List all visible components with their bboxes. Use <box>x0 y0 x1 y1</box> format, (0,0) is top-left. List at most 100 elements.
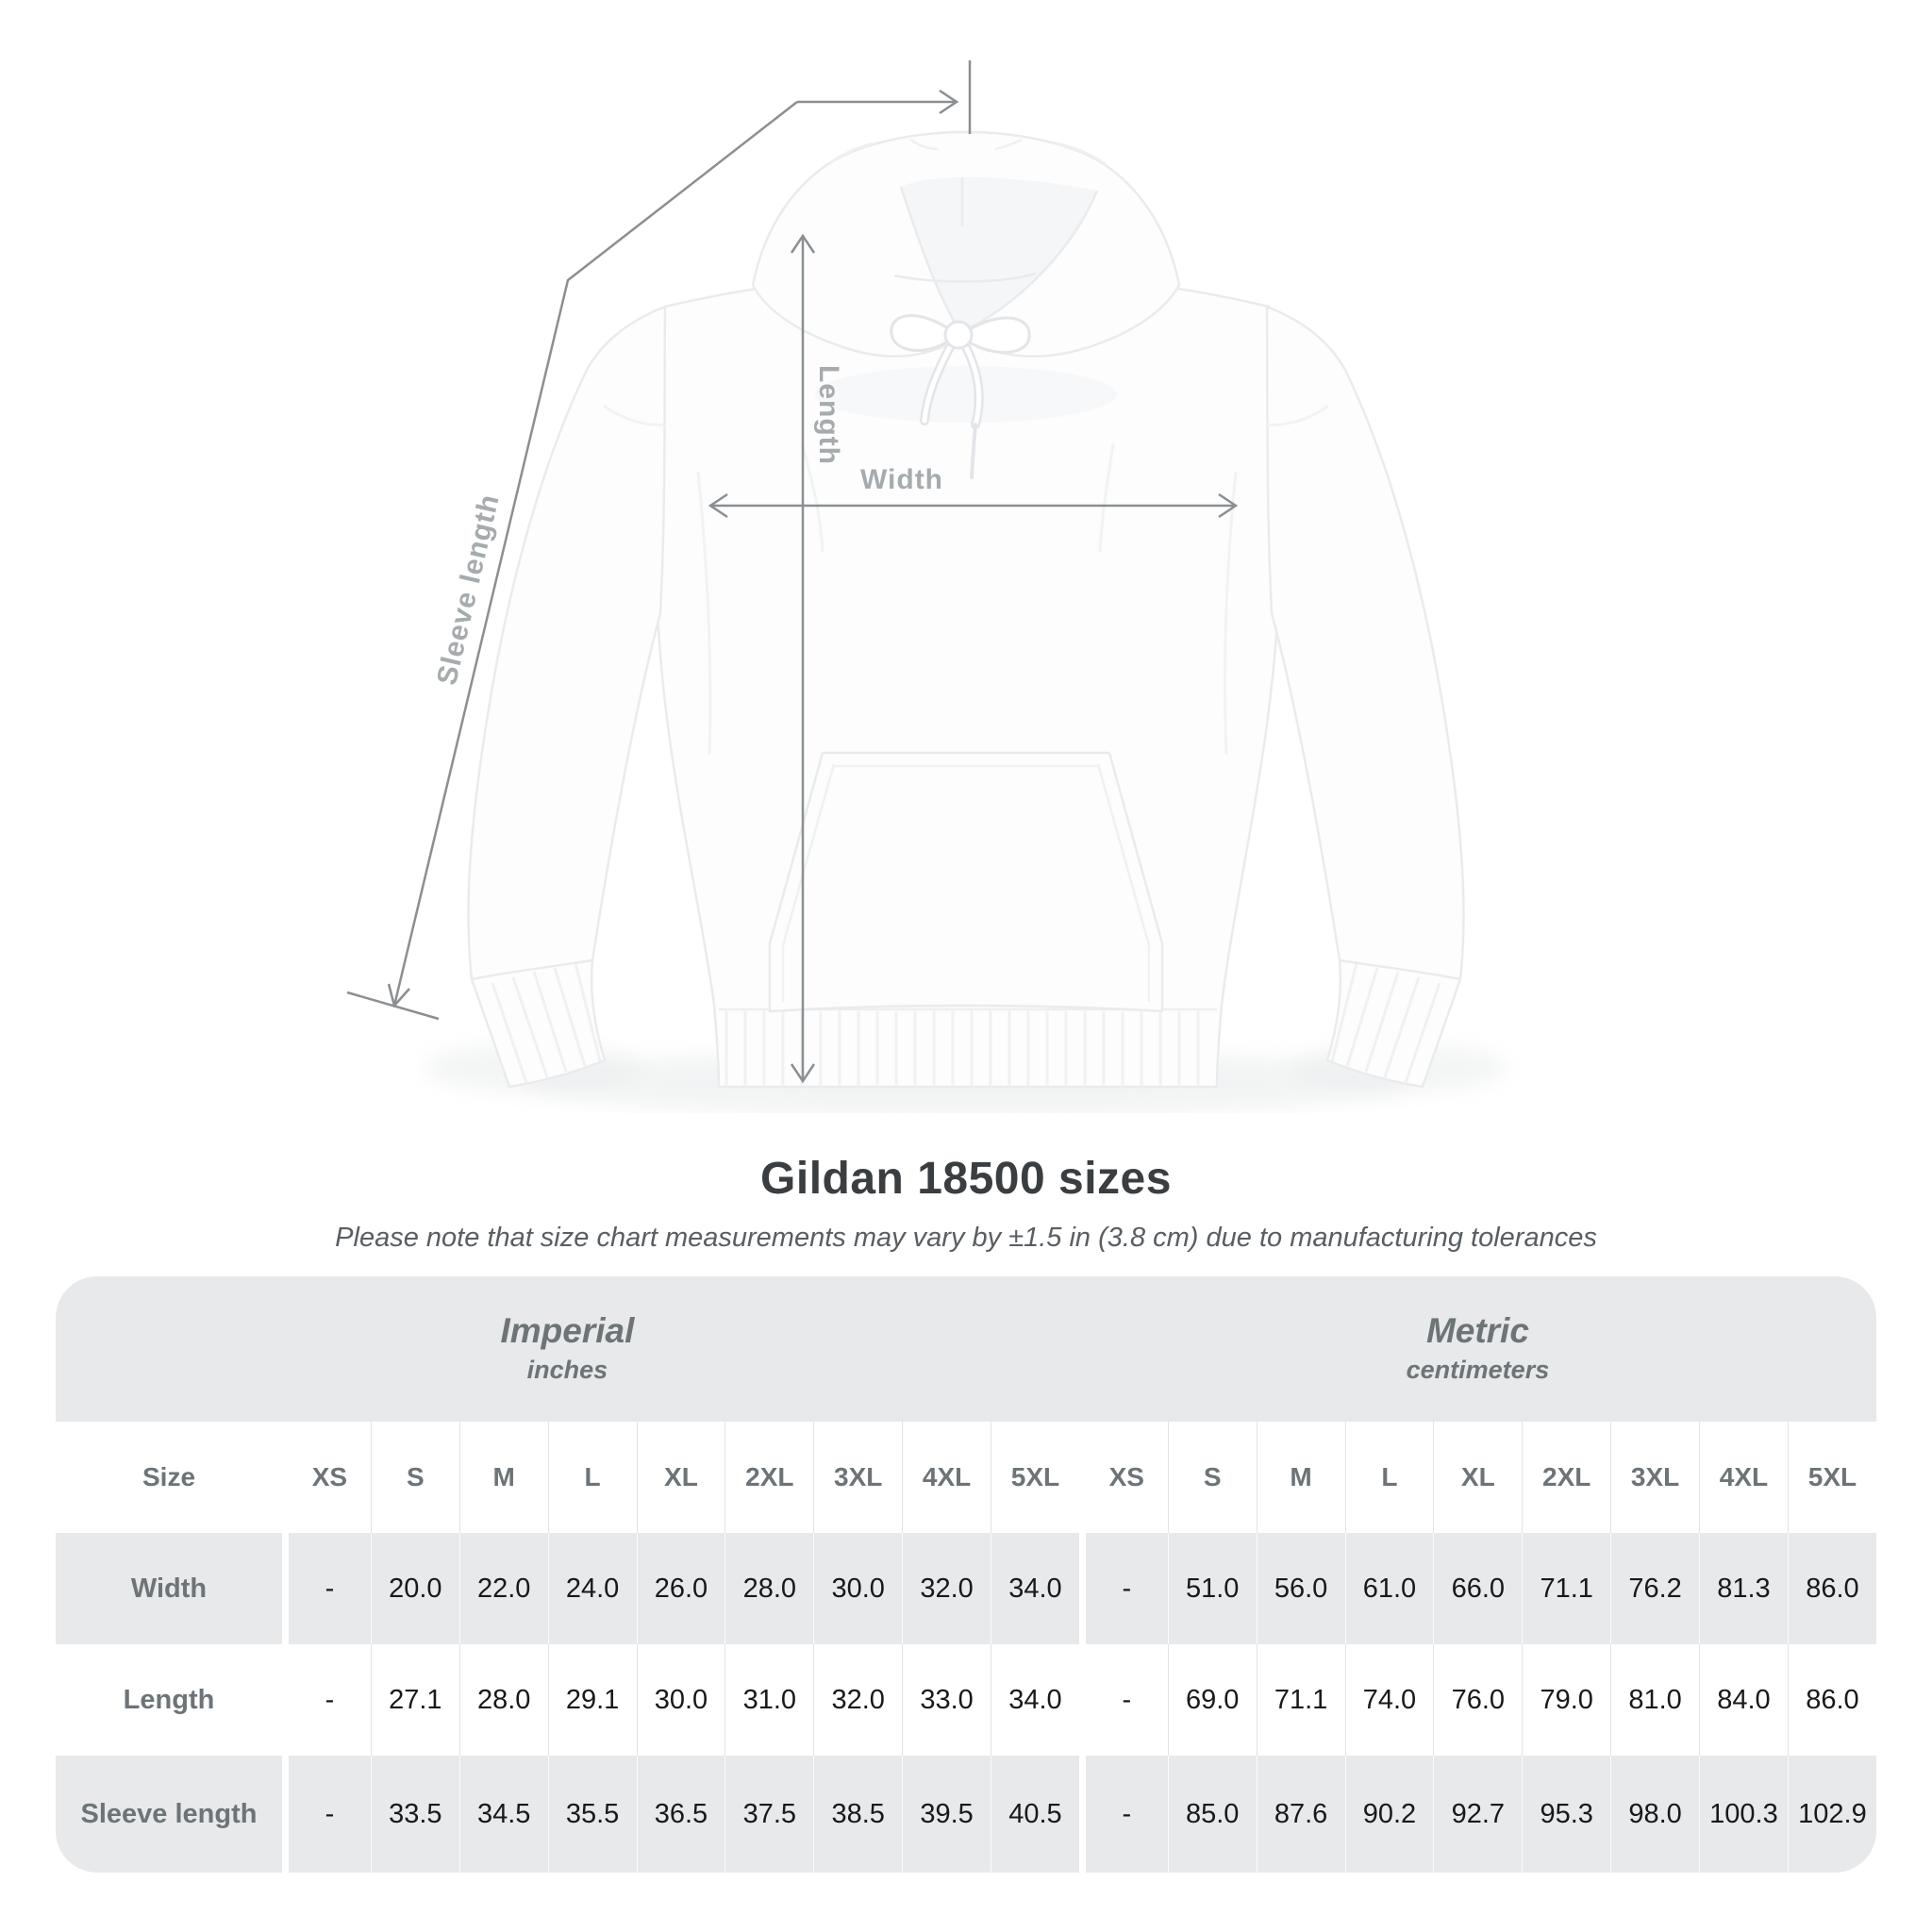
cell-sleeve-imp-m: 34.5 <box>458 1756 548 1873</box>
cell-sleeve-met-m: 87.6 <box>1256 1756 1345 1873</box>
cell-sleeve-met-2xl: 95.3 <box>1522 1756 1611 1873</box>
cell-length-met-m: 71.1 <box>1256 1644 1345 1756</box>
length-label: Length <box>813 365 844 465</box>
table-row-length: Length - 27.1 28.0 29.1 30.0 31.0 32.0 3… <box>56 1644 1876 1756</box>
cell-sleeve-met-4xl: 100.3 <box>1699 1756 1788 1873</box>
cell-length-imp-3xl: 32.0 <box>813 1644 902 1756</box>
col-metric-xl: XL <box>1433 1422 1523 1533</box>
neck-shadow <box>815 366 1117 423</box>
cell-length-imp-s: 27.1 <box>370 1644 459 1756</box>
row-label-width: Width <box>56 1533 282 1644</box>
tolerance-note: Please note that size chart measurements… <box>335 1223 1597 1253</box>
cell-sleeve-imp-2xl: 37.5 <box>724 1756 814 1873</box>
length-arrowhead-top <box>790 233 816 254</box>
cell-length-imp-5xl: 34.0 <box>991 1644 1079 1756</box>
col-metric-l: L <box>1344 1422 1434 1533</box>
cell-length-imp-4xl: 33.0 <box>902 1644 991 1756</box>
row-label-sleeve-length: Sleeve length <box>56 1756 282 1873</box>
cell-width-imp-m: 22.0 <box>458 1533 548 1644</box>
cell-length-met-5xl: 86.0 <box>1787 1644 1876 1756</box>
hem-band <box>719 1008 1217 1085</box>
page-title: Gildan 18500 sizes <box>760 1154 1172 1204</box>
left-sleeve <box>467 305 667 1089</box>
cell-length-imp-l: 29.1 <box>547 1644 637 1756</box>
cell-sleeve-met-xl: 92.7 <box>1433 1756 1523 1873</box>
drawstring-bow <box>890 314 1031 479</box>
width-arrowhead-left <box>708 492 728 519</box>
cell-width-met-5xl: 86.0 <box>1787 1533 1876 1644</box>
cell-width-imp-5xl: 34.0 <box>991 1533 1079 1644</box>
cell-sleeve-met-xs: - <box>1078 1756 1168 1873</box>
cell-width-met-2xl: 71.1 <box>1522 1533 1611 1644</box>
kangaroo-pocket <box>768 751 1164 1013</box>
size-table-grid: Imperial inches Metric centimeters Size … <box>56 1276 1876 1873</box>
cell-sleeve-met-3xl: 98.0 <box>1610 1756 1699 1873</box>
cell-width-met-s: 51.0 <box>1167 1533 1257 1644</box>
cell-sleeve-imp-xs: - <box>282 1756 371 1873</box>
cell-sleeve-imp-4xl: 39.5 <box>902 1756 991 1873</box>
size-table: Imperial inches Metric centimeters Size … <box>56 1276 1876 1873</box>
cell-sleeve-imp-xl: 36.5 <box>636 1756 725 1873</box>
col-imperial-xs: XS <box>282 1422 371 1533</box>
col-metric-2xl: 2XL <box>1522 1422 1611 1533</box>
imperial-group-header: Imperial inches <box>56 1276 1079 1422</box>
cell-length-imp-2xl: 31.0 <box>724 1644 813 1756</box>
cell-length-imp-xl: 30.0 <box>636 1644 725 1756</box>
neck-arrowhead <box>939 89 959 115</box>
row-label-length: Length <box>123 1684 215 1715</box>
cell-sleeve-met-5xl: 102.9 <box>1787 1756 1876 1873</box>
col-metric-s: S <box>1167 1422 1257 1533</box>
cell-sleeve-met-l: 90.2 <box>1344 1756 1434 1873</box>
col-metric-xs: XS <box>1078 1422 1168 1533</box>
measurement-lines <box>346 60 1239 1084</box>
table-row-width: Width - 20.0 22.0 24.0 26.0 28.0 30.0 32… <box>56 1533 1876 1644</box>
col-imperial-4xl: 4XL <box>902 1422 991 1533</box>
size-column-header: Size <box>56 1422 282 1533</box>
cell-length-met-4xl: 84.0 <box>1699 1644 1788 1756</box>
table-row-sleeve-length: Sleeve length - 33.5 34.5 35.5 36.5 37.5… <box>56 1756 1876 1873</box>
cell-width-met-4xl: 81.3 <box>1699 1533 1788 1644</box>
col-imperial-l: L <box>547 1422 637 1533</box>
width-arrowhead-right <box>1218 492 1239 519</box>
col-imperial-m: M <box>458 1422 548 1533</box>
cell-length-met-xl: 76.0 <box>1433 1644 1522 1756</box>
hoodie-illustration <box>346 60 1507 1113</box>
cell-width-met-xl: 66.0 <box>1433 1533 1523 1644</box>
cell-length-imp-xs: - <box>282 1644 371 1756</box>
cuff-ribs <box>491 962 1441 1084</box>
metric-unit: centimeters <box>1406 1356 1550 1385</box>
col-metric-4xl: 4XL <box>1699 1422 1788 1533</box>
cell-sleeve-imp-3xl: 38.5 <box>813 1756 903 1873</box>
cell-width-imp-3xl: 30.0 <box>813 1533 903 1644</box>
cell-length-met-s: 69.0 <box>1167 1644 1257 1756</box>
cell-width-met-xs: - <box>1078 1533 1168 1644</box>
cell-sleeve-met-s: 85.0 <box>1167 1756 1257 1873</box>
cell-sleeve-imp-s: 33.5 <box>370 1756 459 1873</box>
cell-length-met-xs: - <box>1078 1644 1168 1756</box>
imperial-label: Imperial <box>500 1310 635 1350</box>
col-imperial-3xl: 3XL <box>813 1422 903 1533</box>
metric-label: Metric <box>1425 1310 1529 1350</box>
col-imperial-2xl: 2XL <box>724 1422 814 1533</box>
sleeve-length-line <box>392 101 798 1007</box>
cell-sleeve-imp-5xl: 40.5 <box>991 1756 1079 1873</box>
cell-width-met-l: 61.0 <box>1344 1533 1434 1644</box>
cell-length-met-l: 74.0 <box>1344 1644 1434 1756</box>
cuff-tick <box>346 991 440 1021</box>
col-imperial-s: S <box>370 1422 459 1533</box>
cell-length-met-3xl: 81.0 <box>1610 1644 1699 1756</box>
cell-length-met-2xl: 79.0 <box>1522 1644 1610 1756</box>
size-header-row: Size XS S M L XL 2XL 3XL 4XL 5XL XS S M … <box>56 1422 1876 1533</box>
metric-group-header: Metric centimeters <box>1078 1276 1876 1422</box>
cell-width-imp-2xl: 28.0 <box>724 1533 814 1644</box>
hood <box>751 130 1181 358</box>
cell-width-met-3xl: 76.2 <box>1610 1533 1699 1644</box>
col-metric-m: M <box>1256 1422 1345 1533</box>
imperial-unit: inches <box>526 1356 608 1385</box>
cuff-seams <box>471 958 1461 981</box>
unit-group-header-row: Imperial inches Metric centimeters <box>56 1276 1876 1422</box>
cell-width-imp-xl: 26.0 <box>636 1533 725 1644</box>
width-label: Width <box>859 464 944 495</box>
cell-width-imp-l: 24.0 <box>547 1533 637 1644</box>
